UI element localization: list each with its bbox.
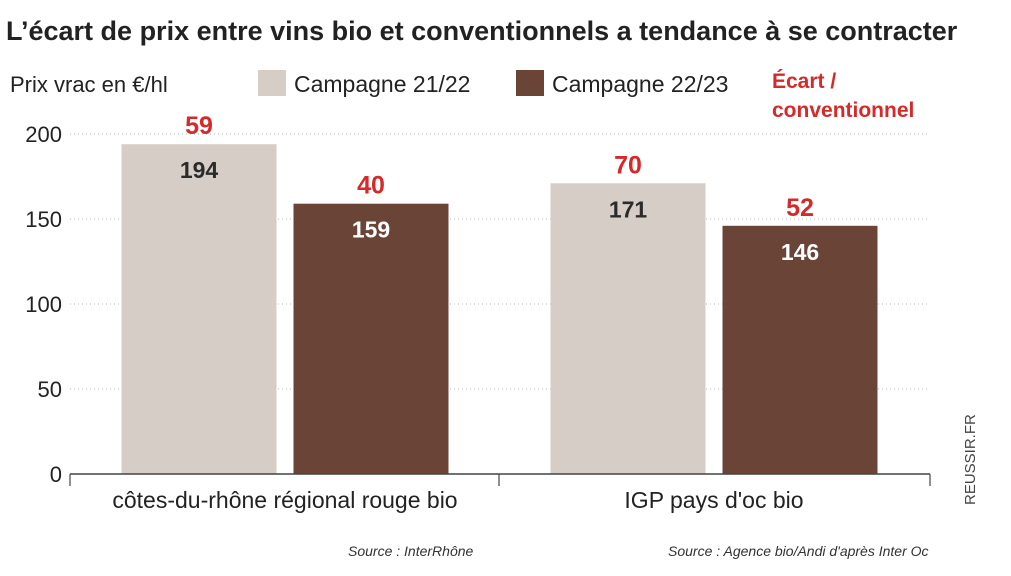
y-tick-0: 0: [50, 462, 62, 487]
source-interrhone: Source : InterRhône: [348, 543, 474, 559]
ecart-label-0-1: 40: [357, 172, 385, 200]
y-tick-100: 100: [25, 292, 62, 317]
legend-ecart-line-1: Écart /: [772, 70, 836, 93]
bar-0-0: [121, 144, 277, 474]
y-tick-50: 50: [38, 377, 62, 402]
y-axis-label: Prix vrac en €/hl: [10, 72, 168, 97]
ecart-label-1-0: 70: [614, 151, 642, 179]
legend-label-campagne-22-23: Campagne 22/23: [552, 71, 728, 97]
legend-label-campagne-21-22: Campagne 21/22: [294, 71, 470, 97]
bar-0-1: [293, 203, 449, 474]
credit-reussir: REUSSIR.FR: [962, 414, 979, 505]
y-tick-150: 150: [25, 207, 62, 232]
legend-swatch-campagne-22-23: [516, 70, 544, 96]
y-tick-200: 200: [25, 122, 62, 147]
chart-title: L’écart de prix entre vins bio et conven…: [6, 16, 958, 46]
legend-swatch-campagne-21-22: [258, 70, 286, 96]
source-agence-bio: Source : Agence bio/Andi d'après Inter O…: [668, 543, 929, 559]
category-label-0: côtes-du-rhône régional rouge bio: [112, 487, 457, 513]
category-label-1: IGP pays d'oc bio: [624, 487, 803, 513]
plot-area: 200 150 100 50 0 194 59 159 40 côtes-du-rhône rég…: [25, 112, 931, 513]
value-label-1-0: 171: [609, 196, 648, 222]
legend-ecart-line-2: conventionnel: [772, 99, 914, 122]
bar-1-1: [722, 225, 878, 474]
legend: Campagne 21/22 Campagne 22/23 Écart / co…: [258, 70, 914, 122]
value-label-0-0: 194: [180, 157, 219, 183]
ecart-label-0-0: 59: [185, 112, 213, 140]
bar-1-0: [550, 183, 706, 475]
value-label-0-1: 159: [352, 217, 390, 243]
ecart-label-1-1: 52: [786, 194, 814, 222]
value-label-1-1: 146: [781, 239, 819, 265]
